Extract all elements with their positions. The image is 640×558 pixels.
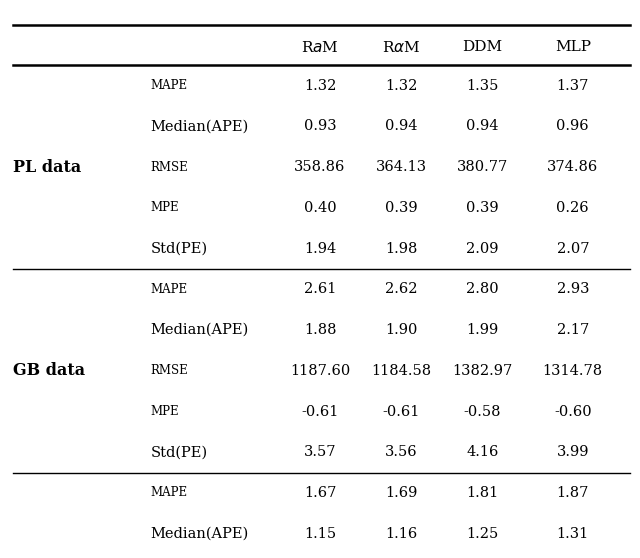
Text: 0.94: 0.94	[467, 119, 499, 133]
Text: 3.57: 3.57	[304, 445, 336, 459]
Text: Std(PE): Std(PE)	[150, 242, 207, 256]
Text: 1187.60: 1187.60	[290, 364, 350, 378]
Text: 1.87: 1.87	[557, 486, 589, 500]
Text: 2.80: 2.80	[467, 282, 499, 296]
Text: 1.90: 1.90	[385, 323, 417, 337]
Text: MPE: MPE	[150, 201, 179, 214]
Text: 0.93: 0.93	[304, 119, 336, 133]
Text: 4.16: 4.16	[467, 445, 499, 459]
Text: RMSE: RMSE	[150, 364, 188, 377]
Text: Std(PE): Std(PE)	[150, 445, 207, 459]
Text: 0.96: 0.96	[557, 119, 589, 133]
Text: 2.07: 2.07	[557, 242, 589, 256]
Text: 1.32: 1.32	[385, 79, 417, 93]
Text: MAPE: MAPE	[150, 79, 188, 92]
Text: 364.13: 364.13	[376, 160, 427, 174]
Text: Median(APE): Median(APE)	[150, 527, 249, 541]
Text: MLP: MLP	[555, 40, 591, 54]
Text: 1.15: 1.15	[304, 527, 336, 541]
Text: R$a$M: R$a$M	[301, 40, 339, 55]
Text: 1.31: 1.31	[557, 527, 589, 541]
Text: MPE: MPE	[150, 405, 179, 418]
Text: PL data: PL data	[13, 158, 81, 176]
Text: 1.67: 1.67	[304, 486, 336, 500]
Text: 374.86: 374.86	[547, 160, 598, 174]
Text: 358.86: 358.86	[294, 160, 346, 174]
Text: DDM: DDM	[463, 40, 502, 54]
Text: 2.62: 2.62	[385, 282, 417, 296]
Text: 2.93: 2.93	[557, 282, 589, 296]
Text: 2.09: 2.09	[467, 242, 499, 256]
Text: -0.61: -0.61	[383, 405, 420, 418]
Text: 0.40: 0.40	[304, 201, 336, 215]
Text: 1.35: 1.35	[467, 79, 499, 93]
Text: R$\alpha$M: R$\alpha$M	[382, 40, 420, 55]
Text: 1.69: 1.69	[385, 486, 417, 500]
Text: 1184.58: 1184.58	[371, 364, 431, 378]
Text: 1.98: 1.98	[385, 242, 417, 256]
Text: 1.94: 1.94	[304, 242, 336, 256]
Text: -0.58: -0.58	[464, 405, 501, 418]
Text: 0.39: 0.39	[385, 201, 417, 215]
Text: 1.81: 1.81	[467, 486, 499, 500]
Text: 1.25: 1.25	[467, 527, 499, 541]
Text: 1382.97: 1382.97	[452, 364, 513, 378]
Text: Median(APE): Median(APE)	[150, 119, 249, 133]
Text: 2.61: 2.61	[304, 282, 336, 296]
Text: 3.99: 3.99	[557, 445, 589, 459]
Text: RMSE: RMSE	[150, 161, 188, 174]
Text: -0.60: -0.60	[554, 405, 591, 418]
Text: 0.26: 0.26	[557, 201, 589, 215]
Text: MAPE: MAPE	[150, 487, 188, 499]
Text: -0.61: -0.61	[301, 405, 339, 418]
Text: 2.17: 2.17	[557, 323, 589, 337]
Text: 0.39: 0.39	[467, 201, 499, 215]
Text: Median(APE): Median(APE)	[150, 323, 249, 337]
Text: MAPE: MAPE	[150, 283, 188, 296]
Text: 1.99: 1.99	[467, 323, 499, 337]
Text: 1314.78: 1314.78	[543, 364, 603, 378]
Text: 0.94: 0.94	[385, 119, 417, 133]
Text: 1.88: 1.88	[304, 323, 336, 337]
Text: 380.77: 380.77	[457, 160, 508, 174]
Text: 1.32: 1.32	[304, 79, 336, 93]
Text: 3.56: 3.56	[385, 445, 417, 459]
Text: GB data: GB data	[13, 362, 85, 379]
Text: 1.16: 1.16	[385, 527, 417, 541]
Text: 1.37: 1.37	[557, 79, 589, 93]
